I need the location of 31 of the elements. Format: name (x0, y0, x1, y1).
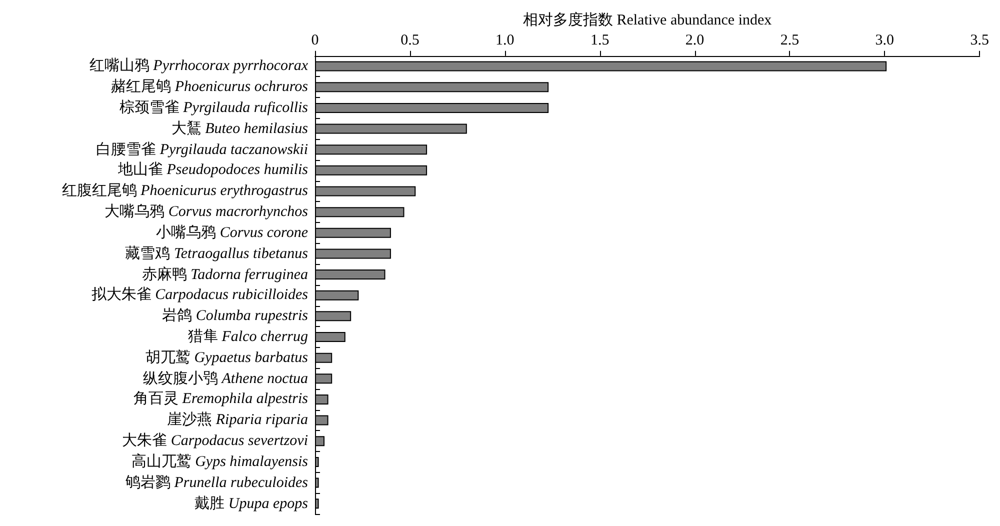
y-tick-label: 大嘴乌鸦 Corvus macrorhynchos (104, 203, 308, 222)
x-tick-label: 2.5 (780, 32, 800, 48)
y-tick-label: 赭红尾鸲 Phoenicurus ochruros (111, 78, 308, 96)
y-tick-label: 赤麻鸭 Tadorna ferruginea (142, 266, 308, 284)
y-tick-label: 岩鸽 Columba rupestris (162, 307, 308, 326)
x-tick-label: 0 (311, 32, 319, 48)
y-tick-label: 角百灵 Eremophila alpestris (134, 390, 308, 408)
y-tick-label: 大鵟 Buteo hemilasius (171, 120, 308, 138)
y-tick-label: 大朱雀 Carpodacus severtzovi (122, 432, 308, 450)
y-tick-label: 地山雀 Pseudopodoces humilis (118, 161, 308, 180)
y-tick-label: 拟大朱雀 Carpodacus rubicilloides (91, 286, 308, 304)
y-tick-label: 戴胜 Upupa epops (194, 494, 308, 513)
y-tick-label: 红嘴山鸦 Pyrrhocorax pyrrhocorax (89, 57, 308, 76)
y-tick-label: 红腹红尾鸲 Phoenicurus erythrogastrus (62, 182, 308, 200)
y-tick-label: 猎隼 Falco cherrug (188, 328, 308, 346)
x-tick-label: 0.5 (400, 32, 420, 48)
y-tick-label: 小嘴乌鸦 Corvus corone (156, 224, 308, 242)
y-tick-label: 胡兀鹫 Gypaetus barbatus (146, 348, 308, 367)
y-tick-label: 白腰雪雀 Pyrgilauda taczanowskii (96, 140, 308, 159)
y-tick-label: 棕颈雪雀 Pyrgilauda ruficollis (119, 98, 308, 117)
y-tick-label: 藏雪鸡 Tetraogallus tibetanus (125, 244, 308, 263)
x-tick-label: 1.5 (590, 32, 610, 48)
x-axis-title: 相对多度指数 Relative abundance index (522, 12, 772, 28)
x-tick-label: 2.0 (685, 32, 704, 48)
y-tick-label: 纵纹腹小鸮 Athene noctua (143, 370, 308, 388)
y-tick-label: 鸲岩鹨 Prunella rubeculoides (126, 474, 308, 492)
y-tick-label: 高山兀鹫 Gyps himalayensis (131, 452, 308, 471)
x-tick-label: 3.0 (875, 32, 894, 48)
x-tick-label: 1.0 (496, 32, 514, 48)
y-tick-label: 崖沙燕 Riparia riparia (167, 411, 308, 430)
x-tick-label: 3.5 (970, 32, 989, 48)
